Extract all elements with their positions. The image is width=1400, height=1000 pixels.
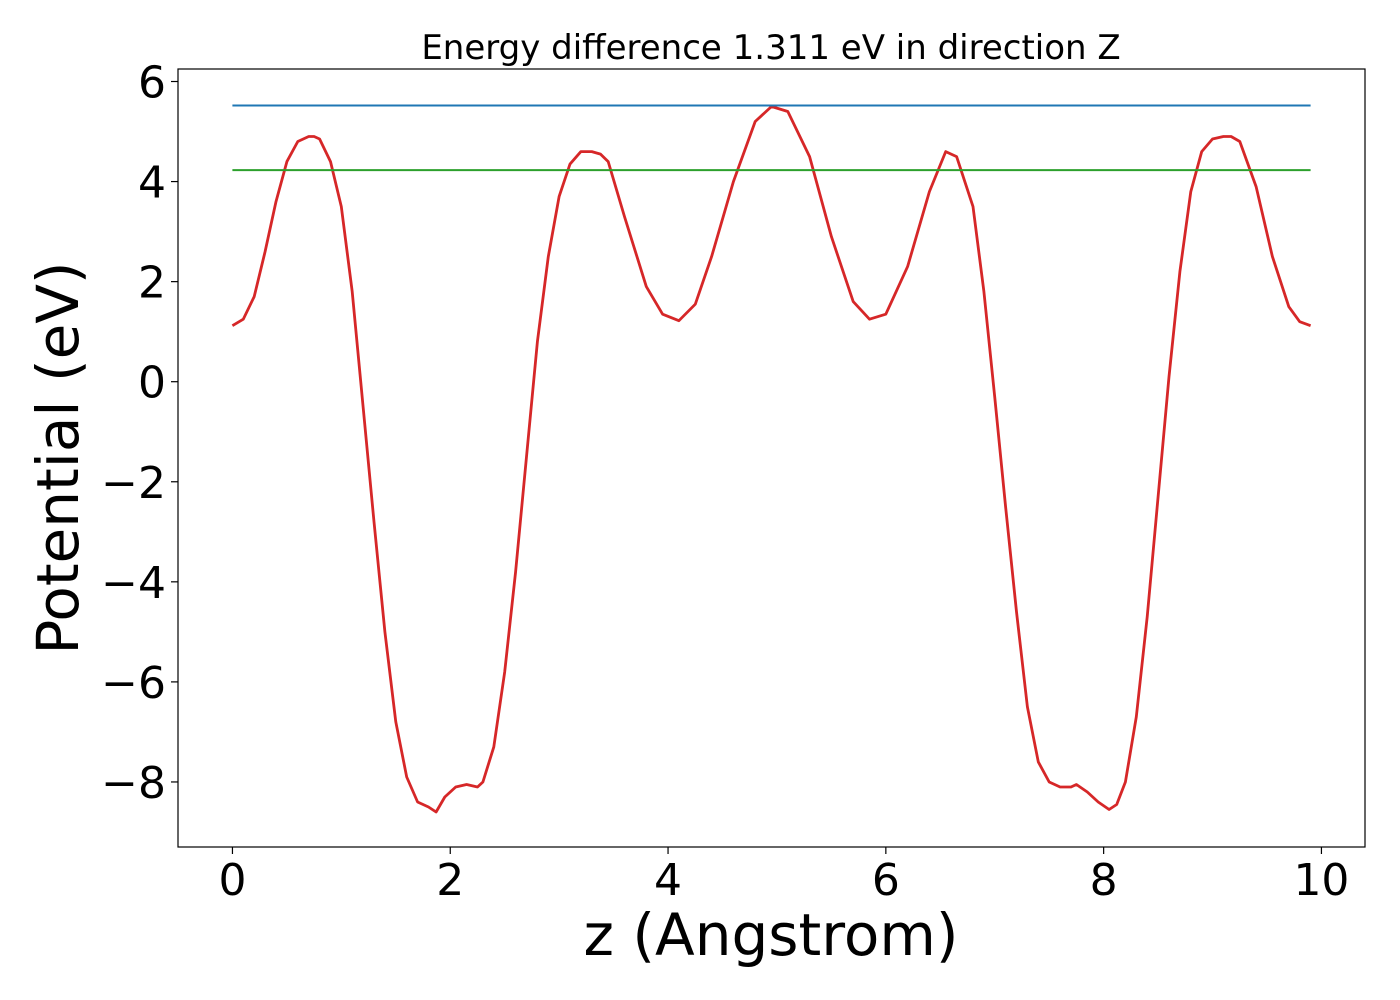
x-axis-label: z (Angstrom): [584, 901, 959, 969]
x-tick-label: 6: [872, 855, 900, 906]
x-ticks: 0 2 4 6 8 10: [218, 847, 1349, 906]
series-line-1: [231, 105, 1312, 814]
y-ticks: 6 4 2 0 −2 −4 −6 −8: [101, 58, 178, 809]
y-axis-label: Potential (eV): [24, 261, 92, 654]
y-tick-label: −6: [101, 658, 166, 709]
y-tick-label: 2: [138, 258, 166, 309]
y-tick-label: −4: [101, 558, 166, 609]
y-tick-label: −2: [101, 458, 166, 509]
series-layer: [231, 104, 1312, 814]
x-tick-label: 2: [436, 855, 464, 906]
y-tick-label: 0: [138, 358, 166, 409]
x-tick-label: 8: [1090, 855, 1118, 906]
chart-title: Energy difference 1.311 eV in direction …: [421, 28, 1120, 68]
y-tick-label: 4: [138, 158, 166, 209]
y-tick-label: −8: [101, 758, 166, 809]
plot-frame: [177, 68, 1366, 848]
x-tick-label: 0: [218, 855, 246, 906]
x-tick-label: 10: [1293, 855, 1349, 906]
x-tick-label: 4: [654, 855, 682, 906]
y-tick-label: 6: [138, 58, 166, 109]
